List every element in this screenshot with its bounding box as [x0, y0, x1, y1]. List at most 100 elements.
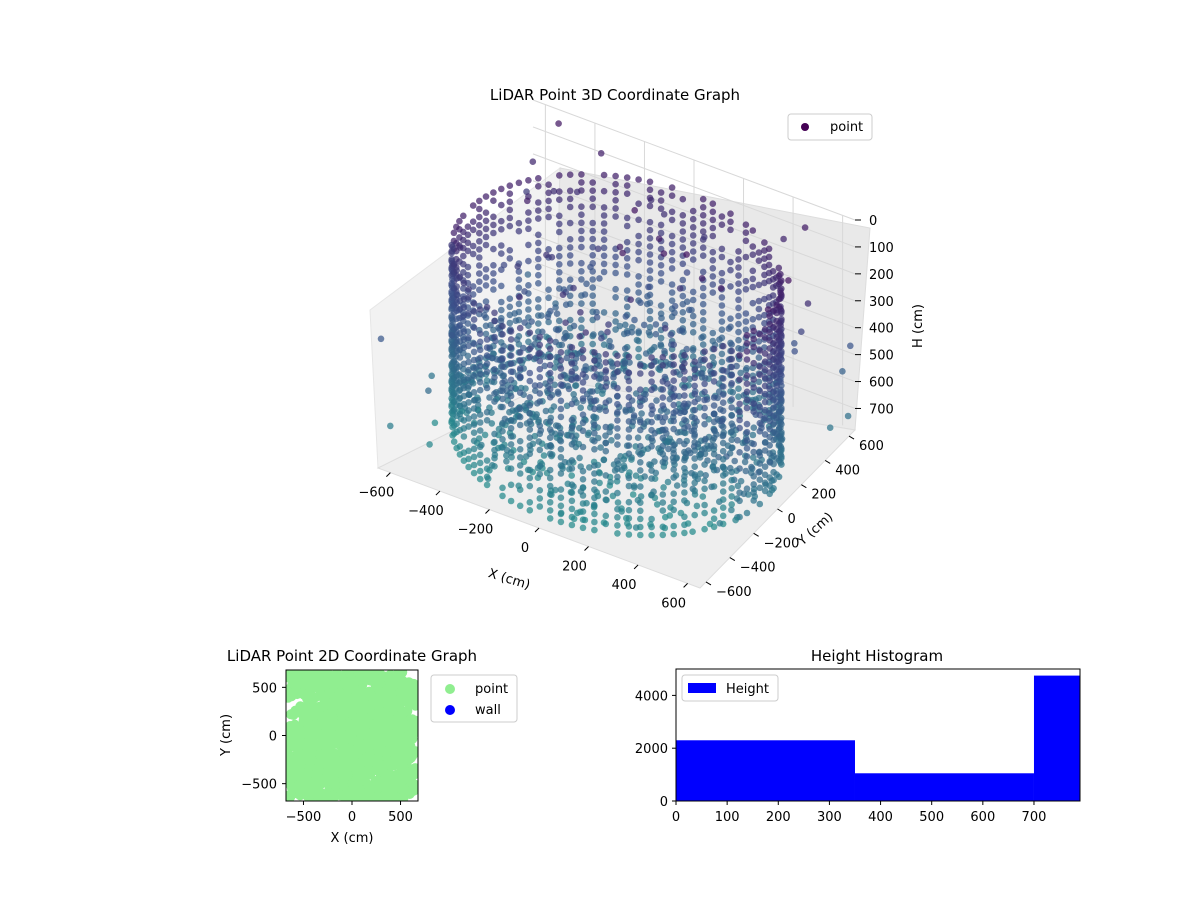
- point-3d: [568, 432, 576, 440]
- point-3d: [741, 458, 749, 466]
- point-3d: [579, 371, 587, 378]
- point-3d: [743, 380, 751, 388]
- point-3d: [668, 297, 676, 305]
- point-3d: [506, 295, 514, 303]
- point-3d: [450, 438, 458, 446]
- point-3d: [589, 268, 596, 275]
- point-3d: [553, 310, 561, 318]
- point-3d: [718, 221, 726, 228]
- point-2d: [315, 773, 326, 784]
- point-3d: [556, 285, 563, 292]
- point-3d: [749, 299, 757, 307]
- point-3d: [612, 205, 619, 212]
- point-3d: [557, 437, 565, 445]
- y-tick-mark-3d: [848, 435, 855, 440]
- point-3d: [476, 362, 484, 370]
- point-3d: [614, 514, 621, 521]
- point-3d: [676, 437, 683, 445]
- point-3d: [579, 354, 587, 362]
- point-3d: [766, 312, 773, 320]
- point-3d: [697, 470, 704, 478]
- point-3d: [623, 271, 631, 278]
- point-3d: [710, 345, 718, 353]
- point-3d: [526, 394, 534, 401]
- point-3d: [699, 228, 707, 235]
- point-3d: [750, 384, 757, 391]
- point-3d: [775, 425, 783, 432]
- point-3d: [536, 333, 544, 341]
- point-3d: [625, 426, 633, 433]
- point-3d: [596, 362, 604, 370]
- point-3d: [535, 280, 542, 287]
- point-3d: [727, 210, 734, 217]
- point-3d: [470, 461, 478, 469]
- point-2d: [410, 715, 418, 726]
- point-3d: [718, 326, 726, 334]
- point-3d: [499, 427, 506, 435]
- point-3d: [719, 399, 727, 407]
- point-3d: [577, 404, 584, 412]
- point-3d: [710, 450, 718, 458]
- point-3d: [731, 457, 738, 465]
- point-3d: [545, 286, 552, 294]
- point-3d: [648, 378, 655, 386]
- point-3d: [602, 359, 610, 366]
- point-3d: [465, 310, 472, 317]
- point-3d: [756, 428, 764, 435]
- point-3d: [483, 465, 491, 473]
- point-3d: [516, 373, 524, 380]
- point-3d: [625, 482, 633, 490]
- point-3d: [491, 446, 498, 454]
- point-3d: [499, 403, 506, 411]
- point-3d: [766, 425, 773, 433]
- point-3d: [659, 450, 667, 458]
- point-3d: [631, 207, 638, 214]
- point-3d: [597, 444, 604, 451]
- point-3d: [465, 374, 472, 382]
- point-3d: [578, 268, 585, 275]
- grid-line: [532, 99, 856, 221]
- point-3d: [568, 424, 576, 432]
- point-3d: [506, 408, 513, 416]
- point-3d: [586, 464, 593, 471]
- point-3d: [612, 253, 619, 261]
- point-3d: [546, 450, 554, 458]
- point-3d: [470, 316, 478, 323]
- point-3d: [637, 394, 644, 402]
- point-3d: [612, 197, 619, 204]
- point-3d: [742, 467, 750, 475]
- point-3d: [623, 182, 631, 189]
- point-3d: [608, 437, 615, 444]
- point-2d: [385, 681, 396, 692]
- point-3d: [607, 478, 614, 486]
- point-3d: [699, 195, 707, 203]
- point-3d: [476, 370, 484, 378]
- point-3d: [589, 300, 596, 308]
- point-2d: [355, 744, 366, 755]
- point-3d: [483, 368, 491, 376]
- point-3d: [579, 346, 587, 354]
- point-3d: [482, 209, 490, 216]
- point-3d: [710, 515, 718, 522]
- point-3d: [546, 337, 554, 345]
- point-2d: [355, 685, 366, 696]
- point-3d: [460, 252, 467, 260]
- point-3d: [589, 388, 596, 395]
- point-3d: [543, 251, 550, 259]
- point-3d: [626, 469, 633, 476]
- point-3d: [453, 283, 461, 290]
- point-3d: [718, 310, 726, 317]
- point-3d: [736, 497, 743, 505]
- point-3d: [728, 428, 735, 436]
- point-3d: [698, 275, 706, 282]
- point-3d: [600, 244, 608, 252]
- point-3d: [748, 463, 755, 471]
- point-3d: [648, 523, 655, 531]
- point-3d: [750, 335, 757, 343]
- point-3d: [515, 268, 523, 275]
- point-3d: [727, 464, 734, 472]
- point-3d: [557, 365, 565, 372]
- legend-3d: point: [787, 113, 873, 141]
- point-3d: [552, 338, 559, 346]
- point-3d: [476, 338, 484, 346]
